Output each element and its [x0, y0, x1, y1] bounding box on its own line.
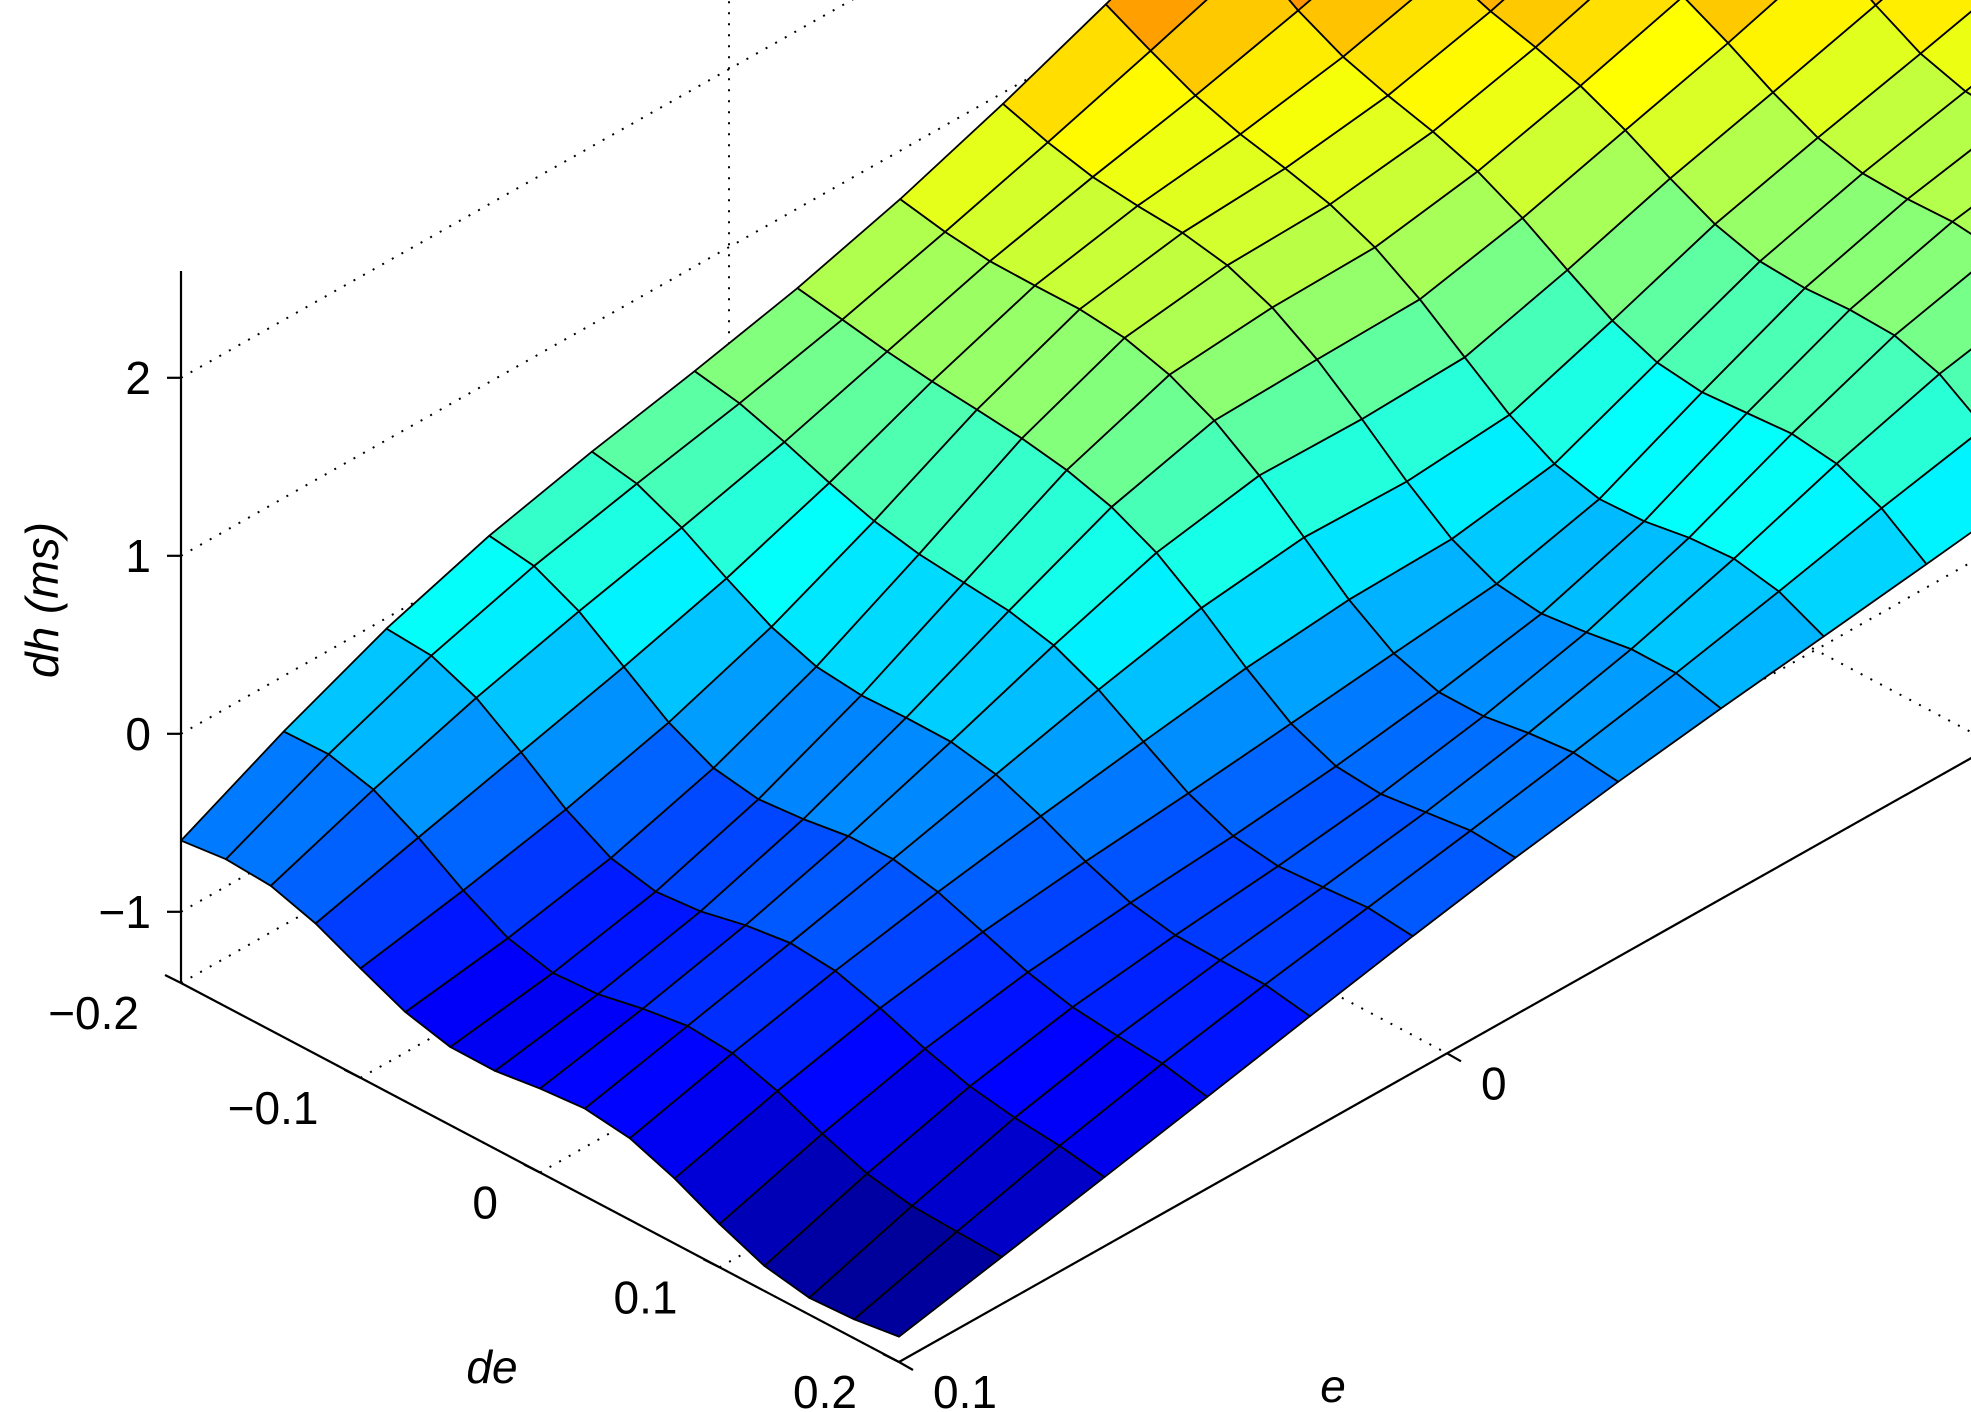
x-axis-label: e	[1320, 1360, 1346, 1412]
x-tick-label: 0.1	[933, 1366, 997, 1412]
surface-facet	[1880, 437, 1971, 565]
z-tick-label: 0	[125, 708, 151, 760]
y-tick-label: 0.2	[793, 1366, 857, 1412]
z-axis-label-unit: (ms)	[16, 522, 68, 614]
z-tick-label: 2	[125, 352, 151, 404]
z-axis-label: dh (ms)	[16, 522, 68, 678]
y-axis-label: de	[466, 1341, 517, 1393]
y-tick-mark	[703, 1258, 720, 1269]
surface-facet	[1951, 206, 1971, 235]
y-tick-label: −0.2	[48, 987, 139, 1039]
axis-labels: dh (ms) de e	[16, 522, 1346, 1412]
x-tick-mark	[1446, 1052, 1462, 1063]
y-tick-label: −0.1	[228, 1082, 319, 1134]
x-axis-line	[898, 756, 1971, 1363]
surface-mesh	[180, 0, 1971, 1338]
x-tick-mark	[898, 1361, 914, 1371]
z-axis-label-var: dh	[16, 627, 68, 678]
y-tick-mark	[164, 974, 182, 984]
surface-facet	[1938, 348, 1971, 414]
y-tick-label: 0.1	[614, 1271, 678, 1323]
y-tick-mark	[344, 1068, 361, 1079]
x-tick-label: 0	[1481, 1057, 1507, 1109]
y-tick-label: 0	[472, 1177, 498, 1229]
y-tick-mark	[523, 1163, 541, 1174]
surface-facet	[1964, 85, 1971, 96]
z-tick-label: 1	[125, 530, 151, 582]
y-tick-mark	[882, 1353, 900, 1363]
z-tick-label: −1	[99, 886, 151, 938]
